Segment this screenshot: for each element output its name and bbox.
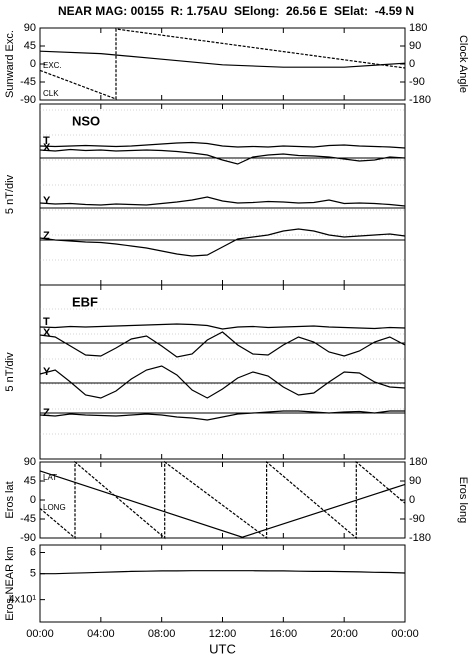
- series-line: [39, 28, 406, 100]
- panel-title: EBF: [72, 294, 98, 309]
- y-tick-label: 90: [24, 22, 36, 34]
- series-label: T: [43, 135, 50, 147]
- y-axis-label: 5 nT/div: [4, 352, 16, 392]
- x-tick-label: 20:00: [330, 628, 358, 640]
- series-line: [39, 323, 406, 330]
- y-tick-label: 0: [30, 58, 36, 70]
- series-line: [39, 196, 406, 207]
- y-tick-label: 0: [30, 494, 36, 506]
- y-tick-label: 6: [30, 546, 36, 558]
- y2-tick-label: 90: [409, 40, 421, 52]
- series-line: [39, 470, 406, 538]
- y2-tick-label: -180: [409, 532, 431, 544]
- y2-tick-label: -90: [409, 76, 425, 88]
- y2-tick-label: -180: [409, 94, 431, 106]
- y-tick-label: -90: [20, 532, 36, 544]
- y-tick-label: -90: [20, 94, 36, 106]
- series-label: T: [43, 316, 50, 328]
- y-tick-label: -45: [20, 76, 36, 88]
- series-line: [39, 148, 406, 165]
- series-label: Z: [43, 407, 50, 419]
- y-tick-label: 4x10¹: [8, 594, 36, 606]
- y-axis-label: 5 nT/div: [4, 174, 16, 214]
- series-line: [39, 50, 406, 68]
- y-tick-label: 45: [24, 40, 36, 52]
- series-label: CLK: [43, 89, 59, 98]
- series-label: Z: [43, 230, 50, 242]
- y2-axis-label: Eros long: [457, 477, 469, 523]
- y2-tick-label: 180: [409, 22, 427, 34]
- series-label: LONG: [43, 503, 66, 512]
- series-label: EXC.: [43, 61, 62, 70]
- y2-tick-label: 180: [409, 456, 427, 468]
- y2-tick-label: 0: [409, 58, 415, 70]
- y2-tick-label: 0: [409, 494, 415, 506]
- y-axis-label: Eros lat: [4, 481, 16, 518]
- x-tick-label: 12:00: [209, 628, 237, 640]
- x-tick-label: 00:00: [391, 628, 419, 640]
- y-tick-label: -45: [20, 513, 36, 525]
- series-line: [40, 570, 406, 575]
- y2-tick-label: 90: [409, 475, 421, 487]
- x-tick-label: 04:00: [87, 628, 115, 640]
- series-label: Y: [43, 366, 51, 378]
- x-tick-label: 00:00: [26, 628, 54, 640]
- series-line: [39, 141, 406, 149]
- y-tick-label: 45: [24, 475, 36, 487]
- series-line: [39, 228, 406, 257]
- y-axis-label: Sunward Exc.: [4, 30, 16, 98]
- chart-title: NEAR MAG: 00155 R: 1.75AU SElong: 26.56 …: [58, 4, 414, 18]
- series-line: [39, 365, 406, 399]
- panel-title: NSO: [72, 113, 100, 128]
- series-label: X: [43, 327, 51, 339]
- y-tick-label: 5: [30, 568, 36, 580]
- series-line: [39, 460, 406, 540]
- y2-axis-label: Clock Angle: [457, 35, 469, 93]
- series-label: LAT: [43, 473, 57, 482]
- series-label: Y: [43, 195, 51, 207]
- series-label: X: [43, 142, 51, 154]
- series-line: [39, 410, 405, 421]
- y-tick-label: 90: [24, 456, 36, 468]
- x-axis-label: UTC: [209, 641, 236, 656]
- y2-tick-label: -90: [409, 513, 425, 525]
- series-line: [39, 331, 406, 358]
- x-tick-label: 16:00: [270, 628, 298, 640]
- x-tick-label: 08:00: [148, 628, 176, 640]
- y-axis-label: Eros-NEAR km: [4, 546, 16, 621]
